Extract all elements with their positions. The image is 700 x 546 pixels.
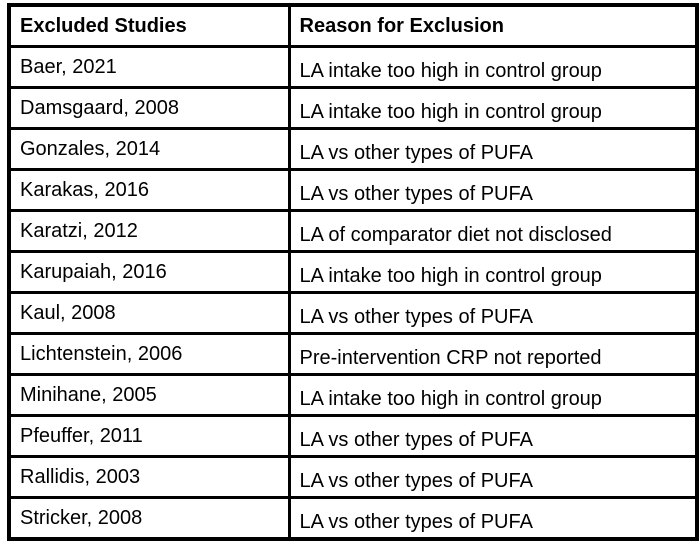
excluded-studies-table: Excluded Studies Reason for Exclusion Ba… [7,3,699,541]
reason-cell: LA of comparator diet not disclosed [287,209,699,253]
reason-cell: LA vs other types of PUFA [287,455,699,499]
study-cell: Lichtenstein, 2006 [7,332,291,376]
table-row: Karatzi, 2012 LA of comparator diet not … [7,209,699,253]
study-text: Gonzales, 2014 [20,138,161,160]
header-excluded-studies: Excluded Studies [7,3,291,48]
study-cell: Gonzales, 2014 [7,127,291,171]
reason-text: LA vs other types of PUFA [299,142,533,164]
reason-cell: LA vs other types of PUFA [287,168,699,212]
table-row: Karupaiah, 2016 LA intake too high in co… [7,250,699,294]
table-row: Pfeuffer, 2011 LA vs other types of PUFA [7,414,699,458]
table-row: Karakas, 2016 LA vs other types of PUFA [7,168,699,212]
study-cell: Minihane, 2005 [7,373,291,417]
study-cell: Karakas, 2016 [7,168,291,212]
reason-cell: LA vs other types of PUFA [287,127,699,171]
study-cell: Karupaiah, 2016 [7,250,291,294]
study-text: Karatzi, 2012 [20,220,138,242]
study-cell: Rallidis, 2003 [7,455,291,499]
reason-text: LA vs other types of PUFA [299,183,533,205]
table-row: Rallidis, 2003 LA vs other types of PUFA [7,455,699,499]
reason-text: LA intake too high in control group [299,388,602,410]
reason-cell: LA intake too high in control group [287,373,699,417]
study-text: Pfeuffer, 2011 [20,425,143,447]
study-text: Kaul, 2008 [20,302,116,324]
study-text: Rallidis, 2003 [20,466,141,488]
table-row: Kaul, 2008 LA vs other types of PUFA [7,291,699,335]
reason-text: LA vs other types of PUFA [299,429,533,451]
study-cell: Stricker, 2008 [7,496,291,541]
header-reason-for-exclusion: Reason for Exclusion [287,3,699,48]
study-cell: Karatzi, 2012 [7,209,291,253]
reason-text: Pre-intervention CRP not reported [299,347,602,369]
study-text: Karakas, 2016 [20,179,149,201]
reason-cell: LA intake too high in control group [287,45,699,89]
reason-cell: LA intake too high in control group [287,250,699,294]
reason-text: LA intake too high in control group [299,60,602,82]
table-row: Minihane, 2005 LA intake too high in con… [7,373,699,417]
study-cell: Kaul, 2008 [7,291,291,335]
study-text: Stricker, 2008 [20,507,143,529]
table-row: Lichtenstein, 2006 Pre-intervention CRP … [7,332,699,376]
study-text: Damsgaard, 2008 [20,97,179,119]
table-body: Baer, 2021 LA intake too high in control… [7,45,699,541]
reason-text: LA vs other types of PUFA [299,306,533,328]
reason-cell: Pre-intervention CRP not reported [287,332,699,376]
study-cell: Damsgaard, 2008 [7,86,291,130]
reason-text: LA vs other types of PUFA [299,511,533,533]
reason-cell: LA vs other types of PUFA [287,496,699,541]
reason-cell: LA vs other types of PUFA [287,414,699,458]
reason-text: LA vs other types of PUFA [299,470,533,492]
reason-text: LA intake too high in control group [299,101,602,123]
reason-cell: LA intake too high in control group [287,86,699,130]
reason-text: LA intake too high in control group [299,265,602,287]
study-text: Lichtenstein, 2006 [20,343,183,365]
study-text: Karupaiah, 2016 [20,261,167,283]
reason-cell: LA vs other types of PUFA [287,291,699,335]
table-row: Baer, 2021 LA intake too high in control… [7,45,699,89]
table-row: Gonzales, 2014 LA vs other types of PUFA [7,127,699,171]
table-row: Stricker, 2008 LA vs other types of PUFA [7,496,699,541]
study-cell: Pfeuffer, 2011 [7,414,291,458]
table-header-row: Excluded Studies Reason for Exclusion [7,3,699,48]
table-row: Damsgaard, 2008 LA intake too high in co… [7,86,699,130]
study-cell: Baer, 2021 [7,45,291,89]
study-text: Baer, 2021 [20,56,117,78]
reason-text: LA of comparator diet not disclosed [299,224,612,246]
study-text: Minihane, 2005 [20,384,157,406]
